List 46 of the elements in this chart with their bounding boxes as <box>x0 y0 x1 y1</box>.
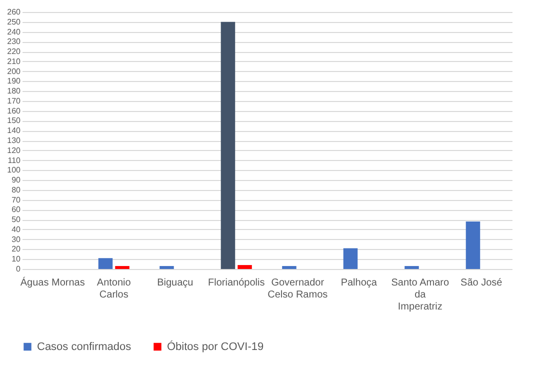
y-tick-label: 250 <box>7 17 22 26</box>
x-tick-label: Biguaçu <box>157 278 194 288</box>
y-tick-label: 220 <box>7 47 22 56</box>
y-tick-label: 40 <box>12 224 22 234</box>
y-tick-label: 30 <box>12 234 22 244</box>
x-tick-label: Águas Mornas <box>20 276 85 288</box>
x-tick-label: Santo Amaro da Imperatriz <box>391 278 450 312</box>
y-tick-label: 260 <box>7 8 22 16</box>
y-tick-label: 160 <box>7 106 22 116</box>
y-tick-label: 230 <box>7 37 22 46</box>
x-tick-label: Florianópolis <box>208 278 265 288</box>
x-tick-label: Palhoça <box>340 278 378 288</box>
y-tick-label: 170 <box>7 96 22 106</box>
y-tick-label: 200 <box>7 66 22 76</box>
legend-label: Óbitos por COVI-19 <box>167 340 264 353</box>
bar <box>98 258 113 269</box>
bar <box>238 265 252 269</box>
y-tick-label: 150 <box>7 116 22 126</box>
bar <box>404 266 419 269</box>
y-tick-label: 130 <box>7 136 22 145</box>
x-tick-label: São José <box>460 278 503 288</box>
legend-label: Casos confirmados <box>37 340 132 353</box>
y-tick-label: 110 <box>8 156 22 165</box>
y-tick-label: 100 <box>7 166 22 175</box>
y-tick-label: 120 <box>7 146 22 155</box>
bar <box>282 266 296 269</box>
y-tick-label: 90 <box>12 176 22 185</box>
y-tick-label: 140 <box>7 126 22 136</box>
y-tick-label: 190 <box>7 76 22 86</box>
bar <box>466 222 480 269</box>
x-tick-label: Governador Celso Ramos <box>268 278 328 300</box>
y-tick-label: 20 <box>12 244 22 254</box>
y-tick-label: 60 <box>12 205 22 214</box>
bar <box>220 22 236 269</box>
y-tick-label: 50 <box>12 215 22 224</box>
y-tick-label: 80 <box>12 185 22 194</box>
y-tick-label: 0 <box>16 264 22 274</box>
bar <box>115 266 130 269</box>
x-tick-label: Antonio Carlos <box>96 278 132 300</box>
y-tick-label: 180 <box>7 86 22 96</box>
y-tick-label: 10 <box>12 254 22 264</box>
y-tick-label: 240 <box>7 27 22 36</box>
y-tick-label: 210 <box>7 56 22 66</box>
bar <box>343 248 358 269</box>
y-tick-label: 70 <box>12 195 22 204</box>
bar <box>160 266 174 269</box>
